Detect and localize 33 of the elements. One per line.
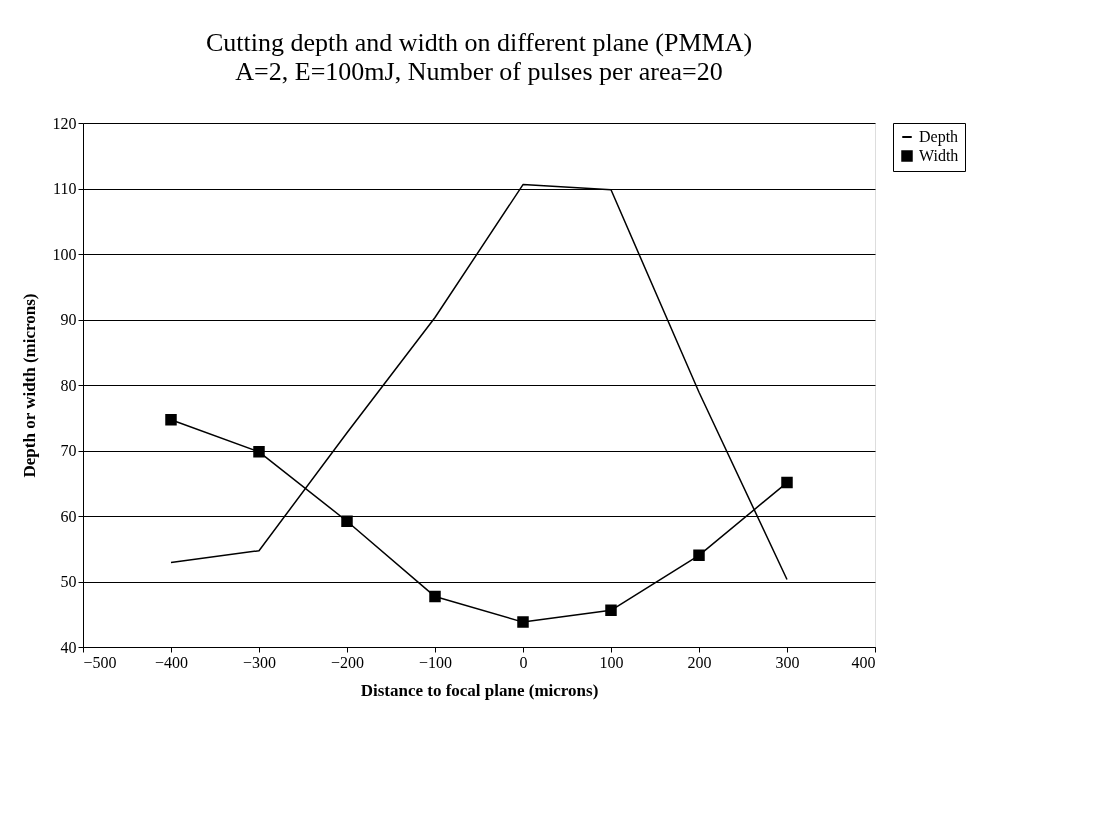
y-tick-label: 100 xyxy=(52,245,77,263)
point xyxy=(165,413,177,426)
x-tick-label: −500 xyxy=(83,653,117,671)
x-tick-label: 300 xyxy=(775,653,800,671)
point xyxy=(517,616,529,628)
legend-label: Depth xyxy=(919,128,959,146)
x-tick-label: 100 xyxy=(599,653,624,671)
y-tick-label: 120 xyxy=(52,114,77,132)
point xyxy=(253,446,265,458)
x-tick-label: −100 xyxy=(418,653,453,671)
point xyxy=(605,604,617,617)
legend-label: Width xyxy=(919,147,959,164)
x-tick-label: −400 xyxy=(154,653,189,671)
y-axis-title: Depth or width (microns) xyxy=(19,293,39,478)
x-tick-label: 200 xyxy=(687,653,712,671)
x-tick-label: 400 xyxy=(851,653,876,671)
point xyxy=(429,590,441,603)
x-tick-label: −300 xyxy=(242,653,277,671)
y-tick-label: 80 xyxy=(60,376,77,394)
chart-title: Cutting depth and width on different plane (PMMA) xyxy=(205,28,753,57)
y-tick-label: 90 xyxy=(60,311,77,328)
x-axis-title: Distance to focal plane (microns) xyxy=(360,680,599,700)
y-tick-label: 50 xyxy=(60,573,77,590)
x-tick-label: 0 xyxy=(519,653,528,671)
y-tick-label: 110 xyxy=(53,180,77,197)
point xyxy=(693,549,705,562)
y-tick-label: 70 xyxy=(60,442,77,459)
point xyxy=(781,476,793,489)
chart-subtitle: A=2, E=100mJ, Number of pulses per area=20 xyxy=(235,57,723,86)
x-tick-label: −200 xyxy=(330,653,365,671)
point xyxy=(341,515,353,527)
y-tick-label: 60 xyxy=(60,507,77,525)
y-tick-label: 40 xyxy=(60,638,77,656)
